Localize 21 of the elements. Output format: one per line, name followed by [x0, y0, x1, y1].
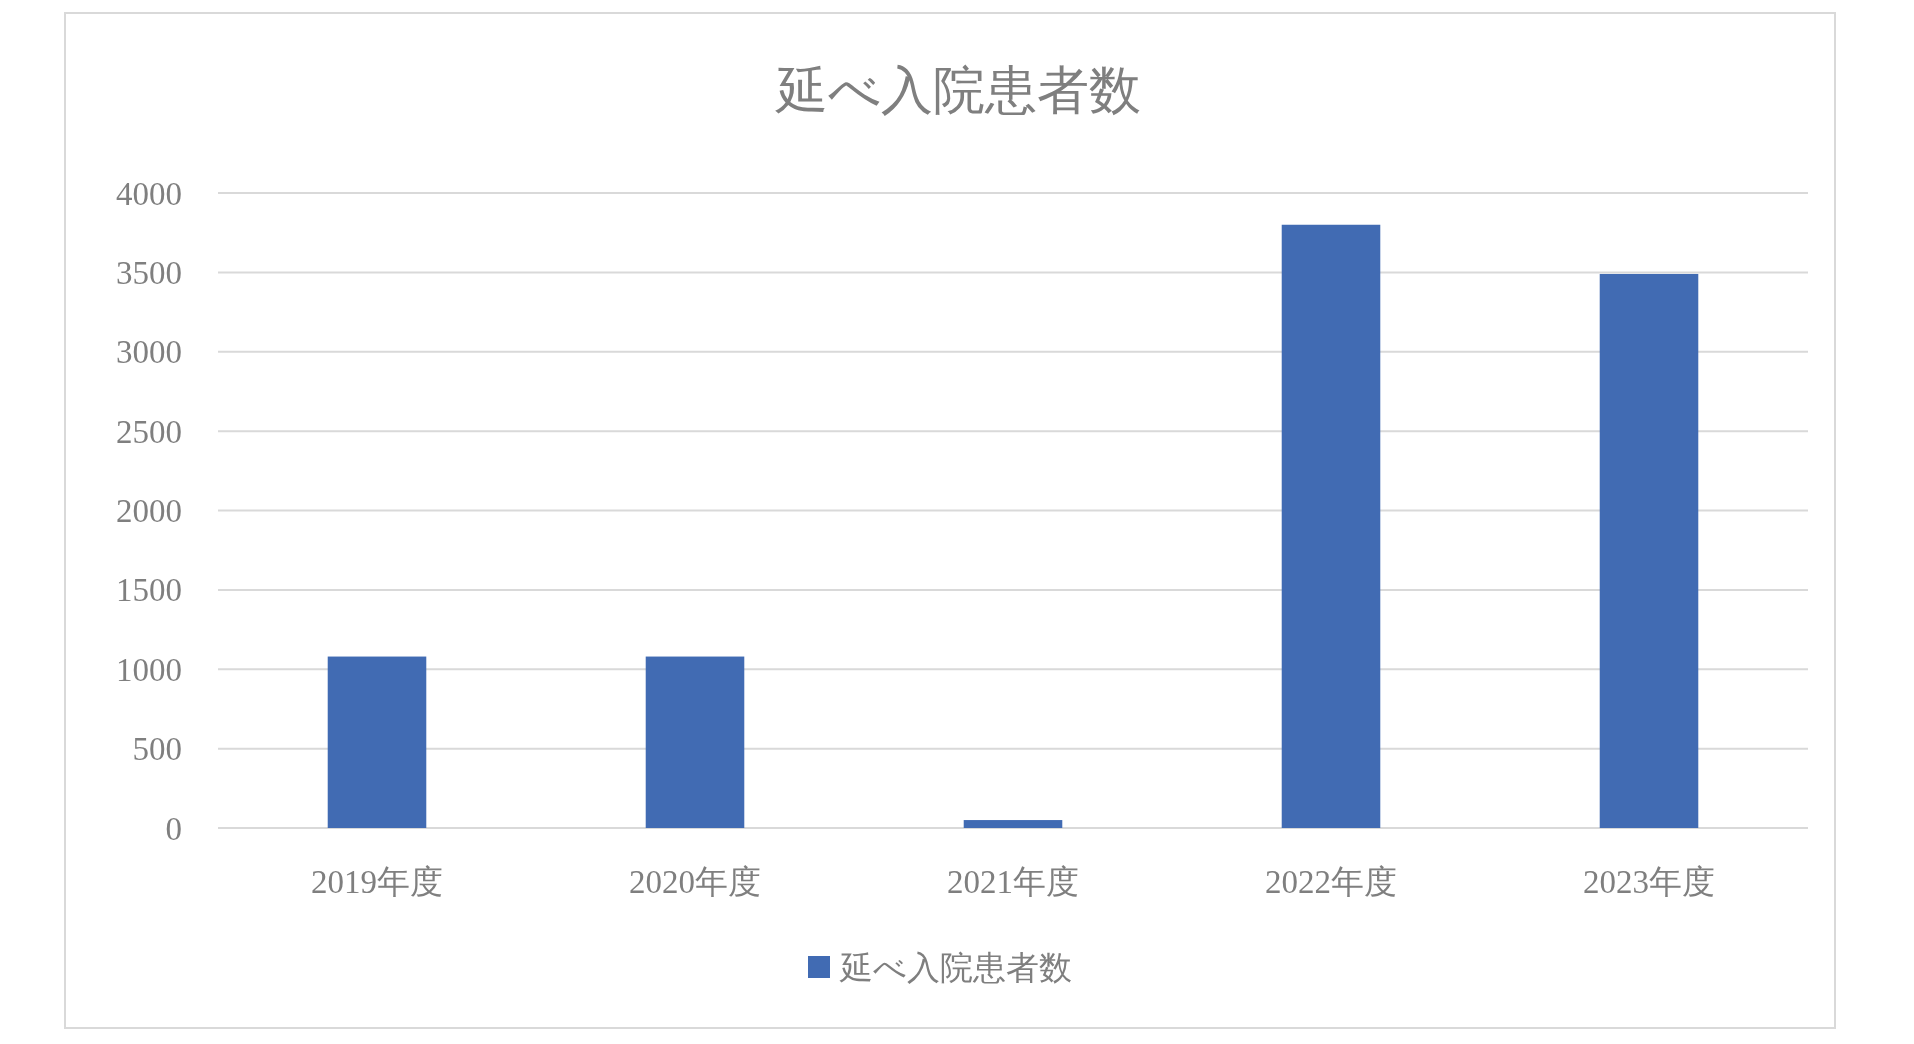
x-tick-label: 2023年度	[1583, 864, 1715, 900]
y-tick-label: 4000	[116, 175, 182, 212]
y-tick-label: 1000	[116, 651, 182, 688]
y-tick-label: 3500	[116, 254, 182, 291]
chart-title: 延べ入院患者数	[774, 62, 1141, 119]
y-tick-label: 3000	[116, 334, 182, 371]
y-tick-label: 2500	[116, 413, 182, 450]
bar	[327, 656, 427, 828]
y-tick-label: 2000	[116, 493, 182, 530]
legend-label: 延べ入院患者数	[839, 949, 1072, 986]
x-tick-label: 2022年度	[1265, 864, 1397, 900]
x-tick-label: 2020年度	[629, 864, 761, 900]
bar	[645, 656, 745, 828]
y-tick-label: 500	[132, 731, 182, 768]
y-tick-label: 0	[165, 810, 182, 847]
x-tick-label: 2019年度	[311, 864, 443, 900]
bar	[1599, 273, 1699, 828]
x-tick-label: 2021年度	[947, 864, 1079, 900]
y-tick-label: 1500	[116, 572, 182, 609]
bar	[1281, 224, 1381, 828]
bar	[963, 820, 1063, 828]
